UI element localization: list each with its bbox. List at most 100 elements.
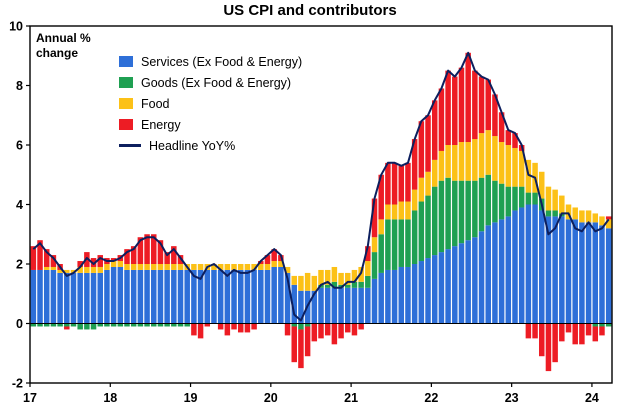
bar-segment [599, 225, 605, 324]
y-tick-label: 4 [16, 198, 23, 212]
bar-segment [30, 269, 37, 324]
bar-segment [278, 266, 284, 324]
bar-segment [452, 246, 458, 324]
bar-segment [385, 204, 391, 220]
bar-segment [151, 323, 157, 327]
bar-segment [304, 323, 311, 327]
bar-segment [385, 219, 391, 270]
bar-segment [104, 323, 110, 327]
bar-segment [104, 269, 110, 324]
bar-segment [197, 323, 204, 339]
bar-segment [472, 180, 478, 238]
bar-segment [498, 219, 505, 324]
bar-segment [398, 165, 405, 202]
bar-segment [144, 264, 150, 270]
bar-segment [137, 264, 144, 270]
bar-segment [157, 240, 164, 264]
bar-segment [324, 323, 331, 336]
bar-segment [365, 275, 371, 288]
bar-segment [351, 323, 358, 336]
bar-segment [552, 189, 558, 211]
bar-segment [492, 180, 498, 223]
y-tick-label: 6 [16, 139, 23, 153]
bar-segment [418, 261, 425, 324]
bar-segment [171, 246, 177, 264]
bar-segment [478, 177, 485, 232]
bar-segment [425, 195, 431, 259]
bar-segment [37, 240, 43, 270]
bar-segment [70, 323, 77, 327]
bar-segment [97, 255, 103, 267]
bar-segment [264, 264, 271, 270]
bar-segment [505, 216, 512, 324]
bar-segment [585, 222, 592, 324]
bar-segment [445, 249, 451, 324]
bar-segment [351, 281, 358, 288]
bar-segment [452, 145, 458, 181]
bar-segment [204, 269, 211, 324]
bar-segment [398, 266, 405, 324]
bar-segment [478, 133, 485, 178]
bar-segment [251, 323, 257, 330]
bar-segment [438, 252, 445, 324]
bar-segment [478, 231, 485, 324]
bar-segment [124, 323, 130, 327]
bar-segment [599, 323, 605, 327]
bar-segment [157, 264, 164, 270]
bar-segment [505, 145, 512, 187]
bar-segment [411, 264, 418, 324]
bar-segment [532, 192, 538, 205]
bar-segment [492, 136, 498, 181]
bar-segment [50, 323, 57, 327]
bar-segment [532, 204, 538, 324]
bar-segment [264, 269, 271, 324]
bar-segment [110, 266, 117, 324]
x-tick-label: 22 [424, 391, 438, 405]
bar-segment [391, 269, 398, 324]
bar-segment [431, 159, 438, 187]
bar-segment [84, 266, 90, 273]
bar-segment [585, 323, 592, 336]
bar-segment [164, 269, 170, 324]
bar-segment [298, 329, 304, 369]
bar-segment [298, 275, 304, 291]
bar-segment [70, 269, 77, 273]
bar-segment [117, 261, 124, 267]
bar-segment [331, 281, 338, 288]
bar-segment [291, 275, 297, 285]
bar-segment [64, 326, 70, 330]
bar-segment [545, 186, 552, 211]
bar-segment [331, 287, 338, 324]
bar-segment [525, 323, 532, 339]
bar-segment [345, 287, 351, 324]
bar-segment [572, 219, 578, 324]
bar-segment [411, 139, 418, 190]
bar-segment [371, 198, 378, 238]
bar-segment [605, 216, 612, 220]
bar-segment [552, 323, 558, 363]
bar-segment [77, 266, 83, 273]
bar-segment [338, 272, 344, 285]
bar-segment [505, 186, 512, 217]
bar-segment [599, 326, 605, 336]
bar-segment [37, 323, 43, 327]
bar-segment [445, 70, 451, 145]
bar-segment [358, 281, 364, 288]
bar-segment [291, 326, 297, 363]
bar-segment [438, 88, 445, 151]
bar-segment [90, 266, 97, 273]
bar-segment [559, 216, 565, 324]
bar-segment [398, 201, 405, 220]
bar-segment [157, 323, 164, 327]
bar-segment [244, 323, 251, 333]
bar-segment [177, 323, 184, 327]
bar-segment [458, 142, 465, 181]
bar-segment [271, 266, 277, 324]
x-tick-label: 18 [103, 391, 117, 405]
bar-segment [50, 255, 57, 267]
bar-segment [130, 246, 137, 264]
bar-segment [43, 249, 50, 267]
bar-segment [171, 269, 177, 324]
bar-segment [492, 222, 498, 324]
